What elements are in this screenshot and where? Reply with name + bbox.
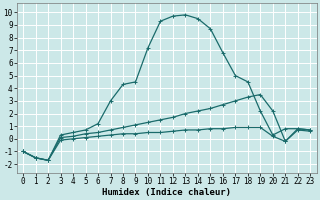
X-axis label: Humidex (Indice chaleur): Humidex (Indice chaleur) — [102, 188, 231, 197]
